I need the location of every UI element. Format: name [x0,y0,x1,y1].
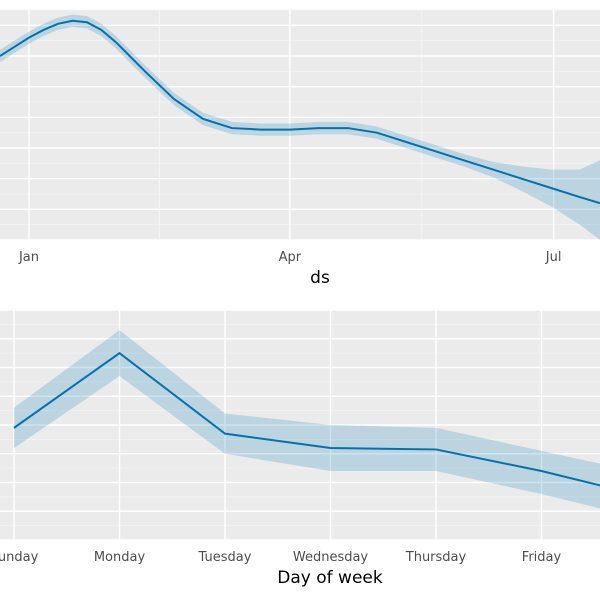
trend-line [0,19,600,205]
trend-x-tick-label: Apr [279,250,302,265]
weekly-x-tick-label: Wednesday [293,550,369,565]
weekly-panel: Sunday Monday Tuesday Wednesday Thursday Frid… [0,309,600,588]
weekly-x-tick-label: Sunday [0,550,39,565]
trend-panel-background [0,10,600,240]
weekly-x-tick-label: Monday [94,550,146,565]
trend-x-tick-label: Jul [545,250,562,265]
trend-gridlines [0,9,600,241]
trend-uncertainty-band [0,14,600,240]
weekly-x-tick-label: Tuesday [198,550,252,565]
weekly-x-tick-label: Thursday [405,550,467,565]
weekly-x-axis-title: Day of week [277,568,383,588]
weekly-uncertainty-band [14,330,600,509]
trend-panel: Jan Apr Jul ds [0,9,600,288]
weekly-x-tick-label: Friday [522,550,562,565]
trend-x-tick-label: Jan [18,250,39,265]
weekly-line [13,351,600,487]
trend-x-axis-title: ds [310,268,330,288]
